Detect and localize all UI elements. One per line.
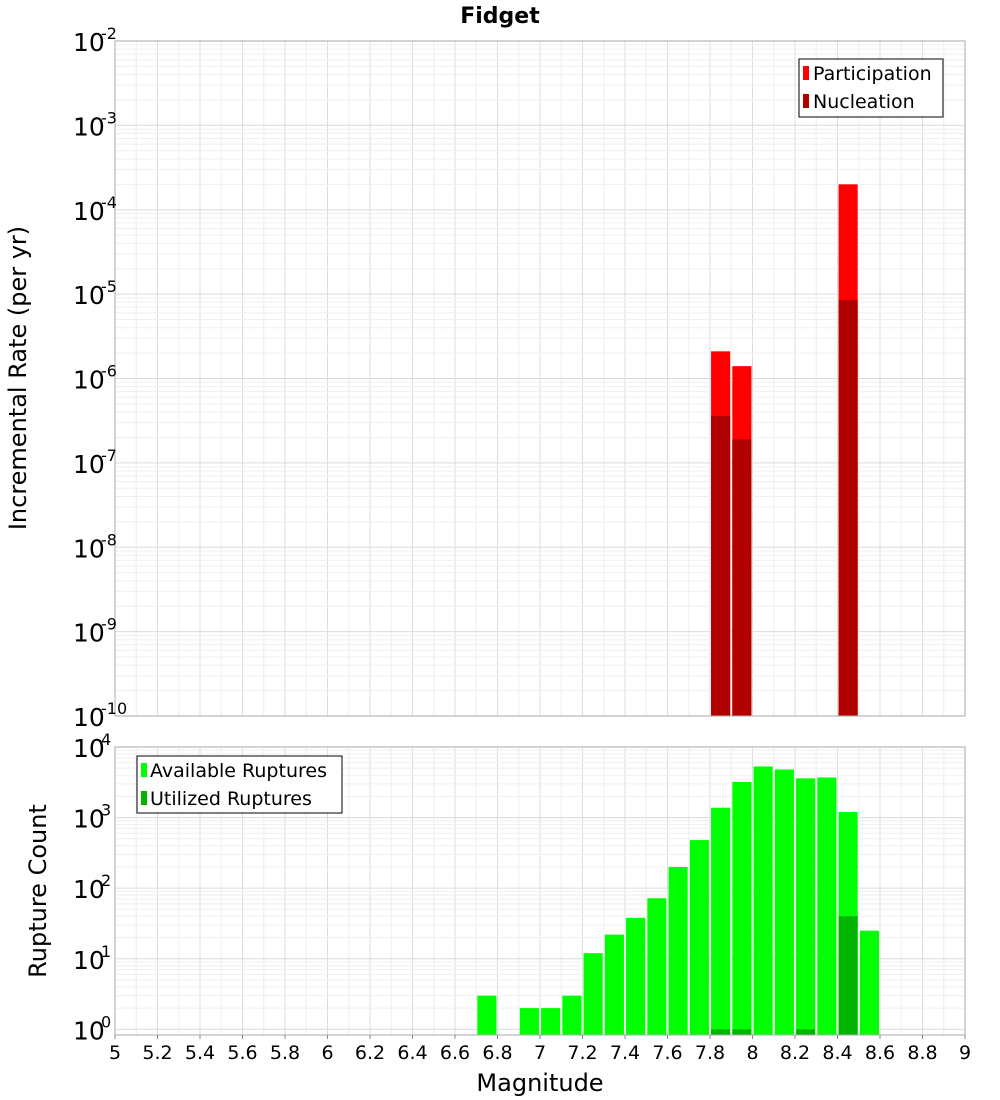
x-tick-label: 6.4 [397,1042,427,1064]
x-tick-label: 8.4 [822,1042,852,1064]
top-y-tick-base: 10 [73,534,105,563]
x-tick-label: 7.2 [567,1042,597,1064]
bottom-bar-available-ruptures [562,995,582,1035]
bottom-bar-available-ruptures [796,778,816,1035]
legend-label-utilized-ruptures: Utilized Ruptures [150,788,312,810]
top-bar-nucleation [732,439,752,716]
bottom-bar-available-ruptures [647,898,667,1035]
bottom-y-tick-base: 10 [73,1016,105,1045]
bottom-bar-utilized-ruptures [711,1029,731,1035]
top-legend-box [798,58,944,118]
bottom-y-tick-base: 10 [73,734,105,763]
bottom-bar-available-ruptures [689,840,709,1035]
bottom-bar-available-ruptures [711,807,731,1035]
top-y-tick-base: 10 [73,619,105,648]
top-plot-bars [711,184,858,717]
bottom-bar-available-ruptures [817,777,837,1035]
top-y-tick-exponent: -5 [101,277,117,296]
x-tick-label: 8 [746,1042,758,1064]
top-y-tick-base: 10 [73,450,105,479]
chart-title: Fidget [460,4,540,29]
top-y-tick-base: 10 [73,366,105,395]
top-y-tick-base: 10 [73,28,105,57]
top-y-tick-exponent: -8 [101,530,117,549]
legend-swatch-nucleation [803,94,809,108]
bottom-bar-available-ruptures [859,930,879,1035]
legend-label-nucleation: Nucleation [813,91,915,113]
bottom-legend: Available Ruptures Utilized Ruptures [136,755,343,814]
bottom-bar-utilized-ruptures [796,1029,816,1035]
x-tick-label: 5.6 [227,1042,257,1064]
bottom-legend-box [136,755,343,814]
top-y-tick-exponent: -10 [101,699,127,718]
bottom-y-tick-base: 10 [73,805,105,834]
top-plot-frame [114,40,966,717]
top-y-tick-base: 10 [73,112,105,141]
bottom-bar-utilized-ruptures [838,916,858,1035]
bottom-bar-available-ruptures [583,953,603,1035]
x-tick-label: 8.2 [780,1042,810,1064]
x-tick-label: 6 [321,1042,333,1064]
top-plot-grid [114,41,966,717]
top-y-tick-exponent: -4 [101,193,117,212]
bottom-bar-available-ruptures [477,995,497,1035]
bottom-bar-available-ruptures [604,934,624,1035]
bottom-bar-available-ruptures [519,1008,539,1035]
top-legend: Participation Nucleation [798,58,944,118]
bottom-y-axis-label: Rupture Count [24,804,52,978]
x-axis-ticks: 5 5.2 5.4 5.6 5.8 6 6.2 6.4 6.6 6.8 7 7.2 7.4 7.6 7.8 8… [109,1035,971,1064]
bottom-y-tick-exponent: 2 [101,871,111,890]
legend-label-available-ruptures: Available Ruptures [150,760,327,782]
top-y-tick-exponent: -2 [101,24,117,43]
bottom-bar-available-ruptures [774,769,794,1035]
bottom-bar-available-ruptures [753,766,773,1035]
top-y-axis-label: Incremental Rate (per yr) [4,226,32,530]
legend-label-participation: Participation [813,63,932,85]
top-y-tick-exponent: -3 [101,108,117,127]
legend-swatch-available-ruptures [141,763,147,777]
bottom-bar-available-ruptures [626,917,646,1035]
x-tick-label: 9 [959,1042,971,1064]
x-tick-label: 6.8 [482,1042,512,1064]
x-tick-label: 5.2 [142,1042,172,1064]
bottom-y-tick-exponent: 4 [101,730,111,749]
top-y-tick-exponent: -6 [101,362,117,381]
bottom-y-tick-exponent: 0 [101,1012,111,1031]
x-tick-label: 7.8 [695,1042,725,1064]
x-axis-label: Magnitude [476,1069,603,1097]
top-y-tick-exponent: -7 [101,446,117,465]
x-tick-label: 5.8 [270,1042,300,1064]
x-tick-label: 5 [109,1042,121,1064]
x-tick-label: 6.2 [355,1042,385,1064]
x-tick-label: 8.6 [865,1042,895,1064]
bottom-plot-bars [477,766,879,1035]
x-tick-label: 5.4 [185,1042,215,1064]
bottom-bar-available-ruptures [668,866,688,1035]
top-bar-nucleation [711,415,731,716]
bottom-y-tick-base: 10 [73,875,105,904]
top-y-tick-exponent: -9 [101,615,117,634]
x-tick-label: 7 [534,1042,546,1064]
bottom-bar-utilized-ruptures [732,1029,752,1035]
x-tick-label: 6.6 [440,1042,470,1064]
top-y-tick-base: 10 [73,281,105,310]
bottom-y-tick-base: 10 [73,946,105,975]
x-tick-label: 7.6 [652,1042,682,1064]
top-y-tick-base: 10 [73,703,105,732]
bottom-y-tick-exponent: 3 [101,801,111,820]
bottom-bar-available-ruptures [732,781,752,1035]
x-tick-label: 7.4 [610,1042,640,1064]
top-bar-nucleation [838,300,858,716]
legend-swatch-utilized-ruptures [141,791,147,805]
legend-swatch-participation [803,66,809,80]
top-y-tick-base: 10 [73,197,105,226]
bottom-y-tick-exponent: 1 [101,942,111,961]
x-tick-label: 8.8 [907,1042,937,1064]
bottom-bar-available-ruptures [541,1008,561,1035]
